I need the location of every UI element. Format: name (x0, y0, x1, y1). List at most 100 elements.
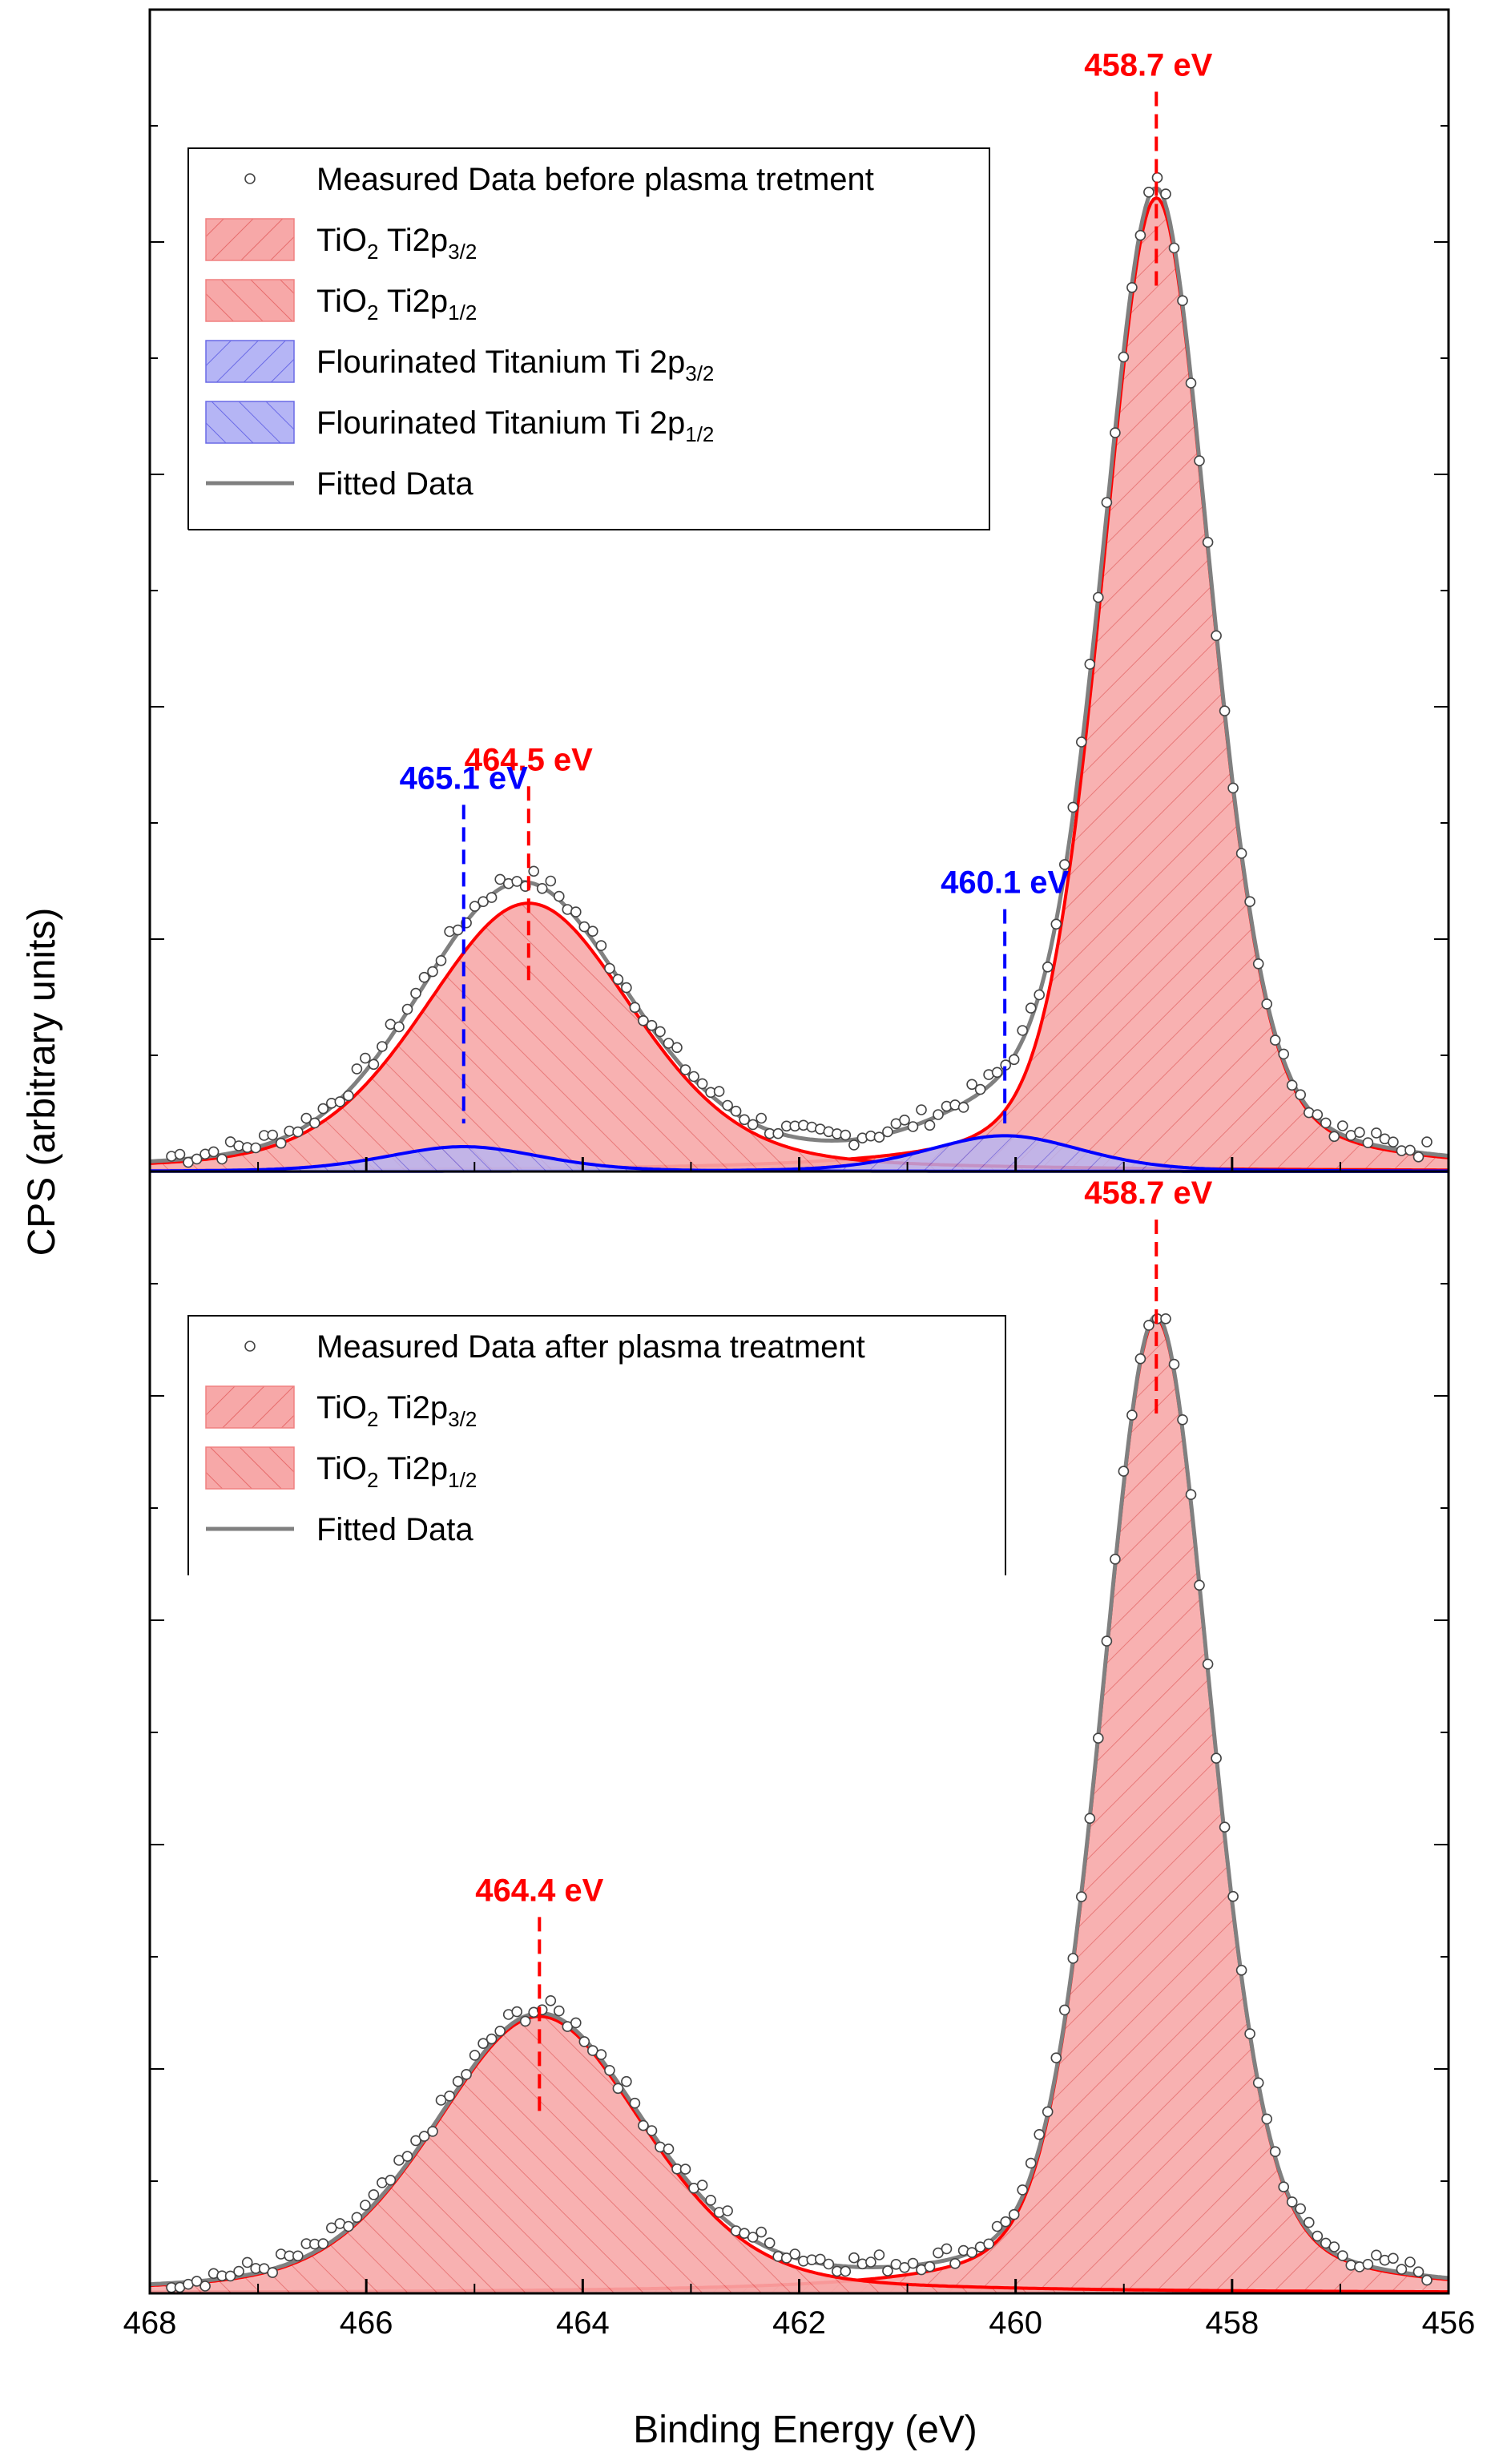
measured-point-1-23 (360, 2200, 371, 2211)
measured-point-1-77 (814, 2253, 826, 2265)
legend-swatch-1-2 (205, 1446, 295, 1490)
measured-point-1-52 (604, 2065, 615, 2076)
measured-point-1-134 (1295, 2203, 1306, 2215)
measured-point-1-148 (1412, 2266, 1424, 2277)
measured-point-0-132 (1278, 1048, 1289, 1060)
measured-point-0-121 (1185, 377, 1197, 389)
measured-point-1-33 (444, 2091, 455, 2102)
measured-point-0-43 (528, 865, 540, 877)
measured-point-1-85 (882, 2265, 893, 2276)
measured-point-0-15 (292, 1126, 304, 1138)
measured-point-0-84 (873, 1131, 885, 1143)
measured-point-1-18 (317, 2238, 329, 2249)
measured-point-0-1 (174, 1148, 186, 1160)
measured-point-1-34 (452, 2075, 464, 2087)
measured-point-1-139 (1337, 2250, 1348, 2261)
measured-point-1-29 (410, 2135, 421, 2147)
measured-point-1-28 (401, 2151, 413, 2162)
measured-point-0-13 (275, 1137, 287, 1149)
measured-point-0-103 (1034, 989, 1045, 1001)
measured-point-1-22 (351, 2212, 363, 2224)
measured-point-0-111 (1101, 497, 1113, 508)
measured-point-0-6 (216, 1153, 228, 1165)
measured-point-1-142 (1362, 2259, 1374, 2270)
measured-point-1-83 (865, 2256, 876, 2268)
measured-point-0-126 (1227, 782, 1239, 794)
measured-point-0-116 (1143, 187, 1154, 198)
measured-point-1-57 (646, 2125, 658, 2136)
measured-point-0-102 (1025, 1002, 1037, 1014)
measured-point-0-128 (1244, 896, 1255, 907)
measured-point-0-39 (494, 873, 506, 885)
measured-point-0-67 (730, 1105, 742, 1117)
measured-point-0-17 (308, 1117, 320, 1129)
measured-point-0-139 (1337, 1120, 1348, 1131)
measured-point-0-10 (250, 1142, 262, 1154)
measured-point-0-55 (629, 1002, 641, 1014)
measured-point-0-36 (469, 901, 481, 912)
measured-point-0-54 (621, 982, 632, 994)
measured-point-0-21 (343, 1090, 354, 1102)
measured-point-0-37 (478, 896, 489, 907)
measured-point-1-15 (292, 2250, 304, 2262)
measured-point-1-41 (511, 2006, 523, 2018)
measured-point-1-59 (663, 2143, 675, 2155)
measured-point-0-50 (586, 926, 598, 937)
measured-point-1-128 (1244, 2028, 1255, 2039)
measured-point-0-120 (1177, 295, 1188, 307)
measured-point-1-115 (1134, 1353, 1146, 1365)
measured-point-0-85 (882, 1126, 893, 1138)
measured-point-0-138 (1328, 1131, 1340, 1143)
measured-point-1-35 (461, 2069, 472, 2080)
measured-point-1-12 (267, 2267, 279, 2278)
bottom-panel: 458.7 eV 464.4 eV Measured Data after plas… (149, 1176, 1449, 2294)
measured-point-1-100 (1008, 2208, 1020, 2220)
measured-point-1-84 (873, 2249, 885, 2260)
measured-point-1-30 (418, 2131, 430, 2142)
measured-point-1-53 (612, 2083, 624, 2095)
measured-point-0-91 (933, 1109, 944, 1120)
measured-point-0-80 (840, 1129, 852, 1141)
measured-point-0-49 (578, 921, 590, 933)
measured-point-0-136 (1312, 1109, 1324, 1120)
measured-point-1-4 (199, 2281, 211, 2292)
measured-point-0-23 (360, 1052, 371, 1064)
legend-swatch-0-2 (205, 279, 295, 322)
component-area-0-0 (150, 197, 1449, 1172)
measured-point-0-143 (1371, 1127, 1382, 1139)
measured-point-0-90 (924, 1119, 936, 1131)
measured-point-1-37 (478, 2038, 489, 2049)
legend-label-0-2: TiO2 Ti2p1/2 (316, 284, 477, 325)
y-axis-label: CPS (arbitrary units) (21, 908, 63, 1256)
measured-point-0-12 (267, 1129, 279, 1141)
measured-point-0-122 (1194, 455, 1205, 466)
measured-point-1-131 (1269, 2146, 1281, 2157)
legend-label-1-2: TiO2 Ti2p1/2 (316, 1451, 477, 1492)
measured-point-0-66 (722, 1099, 733, 1111)
measured-point-1-97 (983, 2238, 994, 2250)
measured-point-1-42 (519, 2015, 531, 2027)
measured-point-0-51 (595, 940, 607, 951)
measured-point-0-63 (696, 1078, 708, 1090)
measured-point-0-30 (418, 971, 430, 983)
measured-point-0-147 (1404, 1144, 1416, 1156)
measured-point-1-69 (747, 2232, 759, 2243)
axes: 468 466 464 462 460 458 456 (123, 8, 1475, 2341)
measured-point-1-8 (233, 2265, 244, 2277)
measured-point-0-94 (957, 1102, 969, 1113)
measured-point-0-81 (848, 1139, 860, 1151)
measured-point-0-41 (511, 876, 523, 887)
measured-point-0-24 (368, 1059, 380, 1071)
measured-point-0-118 (1160, 188, 1171, 200)
measured-point-1-127 (1235, 1965, 1247, 1976)
measured-point-1-49 (578, 2036, 590, 2047)
measured-point-1-130 (1261, 2113, 1272, 2125)
measured-point-0-137 (1320, 1117, 1332, 1129)
measured-point-1-54 (621, 2075, 632, 2087)
measured-point-0-119 (1168, 242, 1180, 254)
measured-point-0-145 (1388, 1136, 1399, 1147)
legend-swatch-0-0 (244, 173, 256, 184)
component-area-1-0 (150, 1319, 1449, 2293)
measured-point-1-87 (899, 2262, 910, 2273)
fitted-envelope-0 (149, 185, 1449, 1163)
